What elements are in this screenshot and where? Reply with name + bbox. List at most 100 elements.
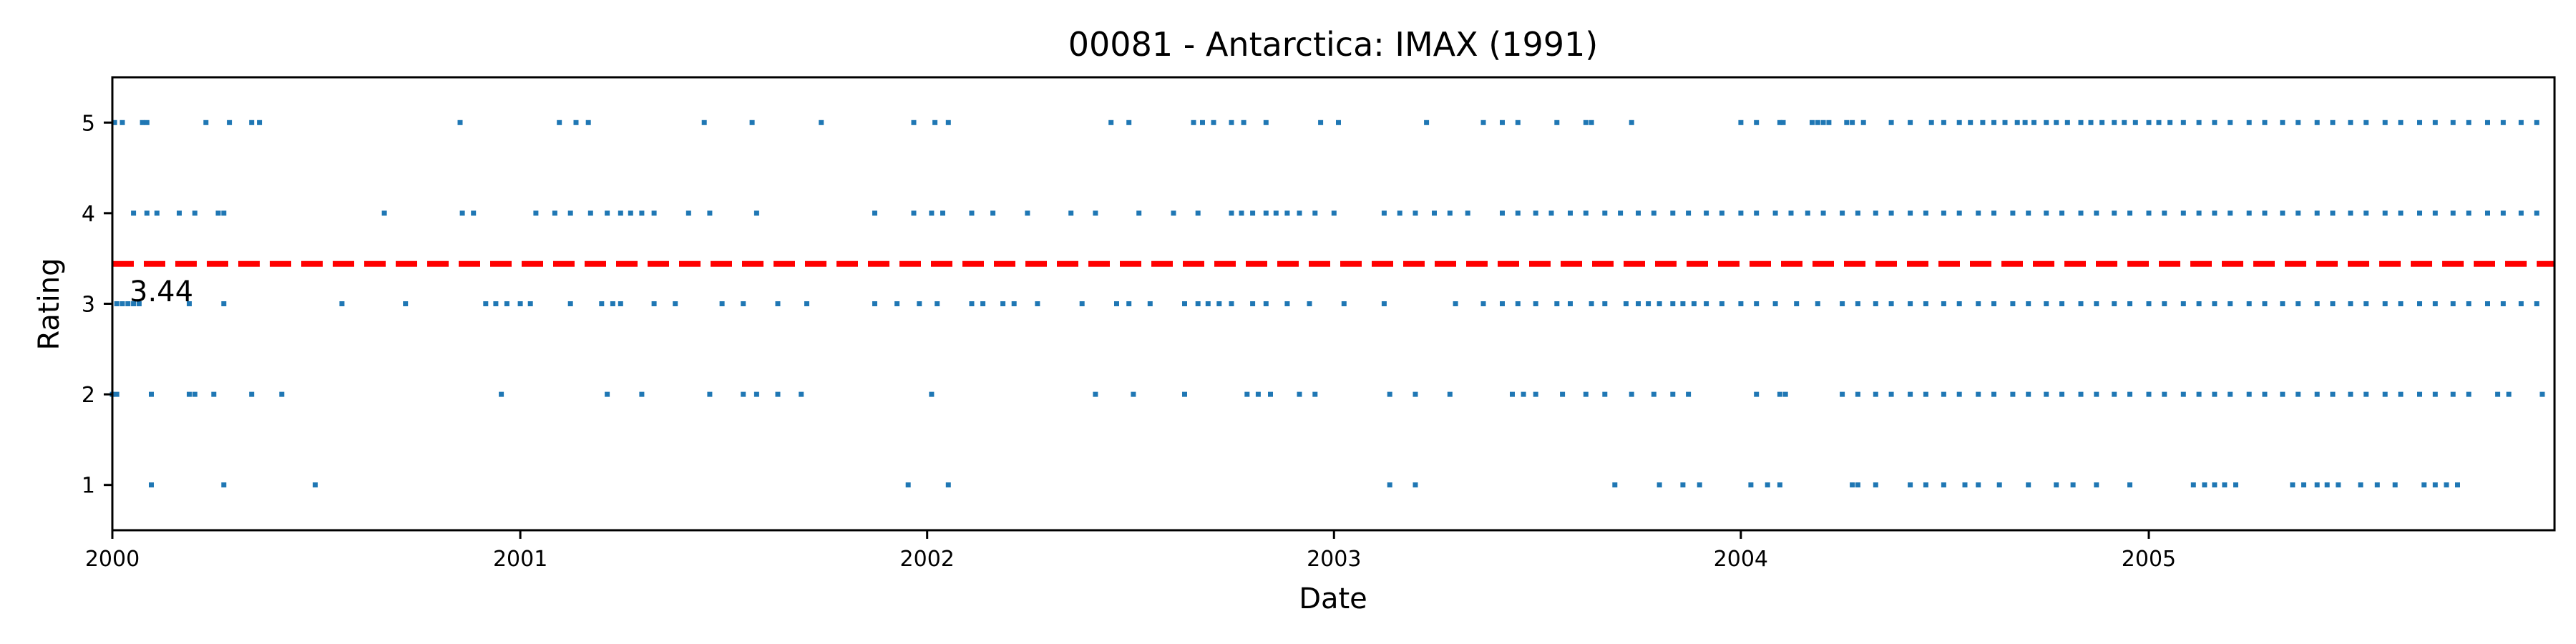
rating-point [1229,301,1234,306]
rating-point [1263,119,1269,125]
rating-point [2010,391,2016,397]
rating-point [1191,119,1196,125]
rating-point [2534,119,2540,125]
x-tick-label: 2004 [1714,547,1768,572]
rating-point [187,391,192,397]
rating-point [1941,210,1946,216]
rating-point [2324,482,2330,488]
rating-point [493,301,499,306]
rating-point [741,301,746,306]
rating-point [1754,301,1760,306]
rating-point [2330,210,2336,216]
rating-point [1554,301,1560,306]
rating-point [2212,119,2218,125]
rating-point [177,210,182,216]
rating-point [1126,119,1132,125]
rating-point [1873,210,1878,216]
rating-point [2146,210,2152,216]
rating-point [2059,301,2064,306]
rating-point [2022,119,2028,125]
rating-point [1991,210,1996,216]
rating-point [1636,301,1641,306]
rating-point [639,210,645,216]
rating-point [2246,301,2252,306]
rating-point [533,210,539,216]
rating-point [2246,119,2252,125]
rating-point [2054,119,2059,125]
rating-point [1079,301,1085,306]
rating-point [2026,482,2031,488]
rating-point [1670,210,1676,216]
rating-point [1855,482,1860,488]
y-tick-label: 4 [82,202,95,227]
rating-point [2450,119,2456,125]
rating-point [2228,391,2233,397]
rating-point [2534,210,2540,216]
rating-point [131,301,137,306]
rating-point [1229,210,1234,216]
rating-point [1888,301,1894,306]
rating-point [1447,391,1453,397]
rating-point [1873,391,1878,397]
rating-point [2506,391,2512,397]
rating-point [2374,482,2380,488]
rating-point [2348,210,2353,216]
rating-point [2485,119,2490,125]
rating-point [2392,482,2398,488]
rating-point [457,119,463,125]
rating-point [2070,482,2076,488]
rating-point [144,119,150,125]
rating-point [1500,301,1505,306]
chart-title: 00081 - Antarctica: IMAX (1991) [1068,25,1598,64]
rating-point [1855,210,1860,216]
rating-point [2146,119,2152,125]
rating-point [1941,482,1946,488]
rating-point [1991,391,1996,397]
rating-point [1794,301,1800,306]
rating-point [2059,210,2064,216]
rating-point [1754,119,1760,125]
rating-point [1976,391,1981,397]
rating-point [192,391,197,397]
rating-point [1815,119,1820,125]
rating-point [1114,301,1119,306]
rating-point [517,301,523,306]
rating-point [313,482,318,488]
rating-point [552,210,557,216]
rating-point [2444,482,2449,488]
rating-point [1136,210,1142,216]
rating-point [125,301,131,306]
rating-point [1686,391,1692,397]
rating-point [1250,301,1256,306]
rating-point [2455,482,2460,488]
rating-point [1968,119,1974,125]
rating-point [1788,210,1794,216]
rating-point [804,301,809,306]
rating-point [471,210,477,216]
rating-point [1515,210,1521,216]
rating-point [1888,119,1894,125]
x-tick-label: 2005 [2122,547,2176,572]
rating-point [1860,119,1866,125]
rating-point [2180,391,2186,397]
rating-point [1589,119,1594,125]
rating-point [1239,210,1244,216]
rating-point [2094,301,2099,306]
rating-point [1629,119,1634,125]
rating-point [221,210,227,216]
rating-point [2432,482,2438,488]
rating-point [969,301,975,306]
rating-point [2180,301,2186,306]
rating-point [149,391,154,397]
rating-point [504,301,509,306]
rating-point [1840,391,1845,397]
rating-point [140,119,145,125]
rating-point [1651,391,1657,397]
rating-point [2162,210,2167,216]
rating-point [1025,210,1030,216]
rating-point [2363,301,2369,306]
rating-point [1820,210,1826,216]
rating-point [2127,391,2132,397]
rating-point [2044,210,2049,216]
